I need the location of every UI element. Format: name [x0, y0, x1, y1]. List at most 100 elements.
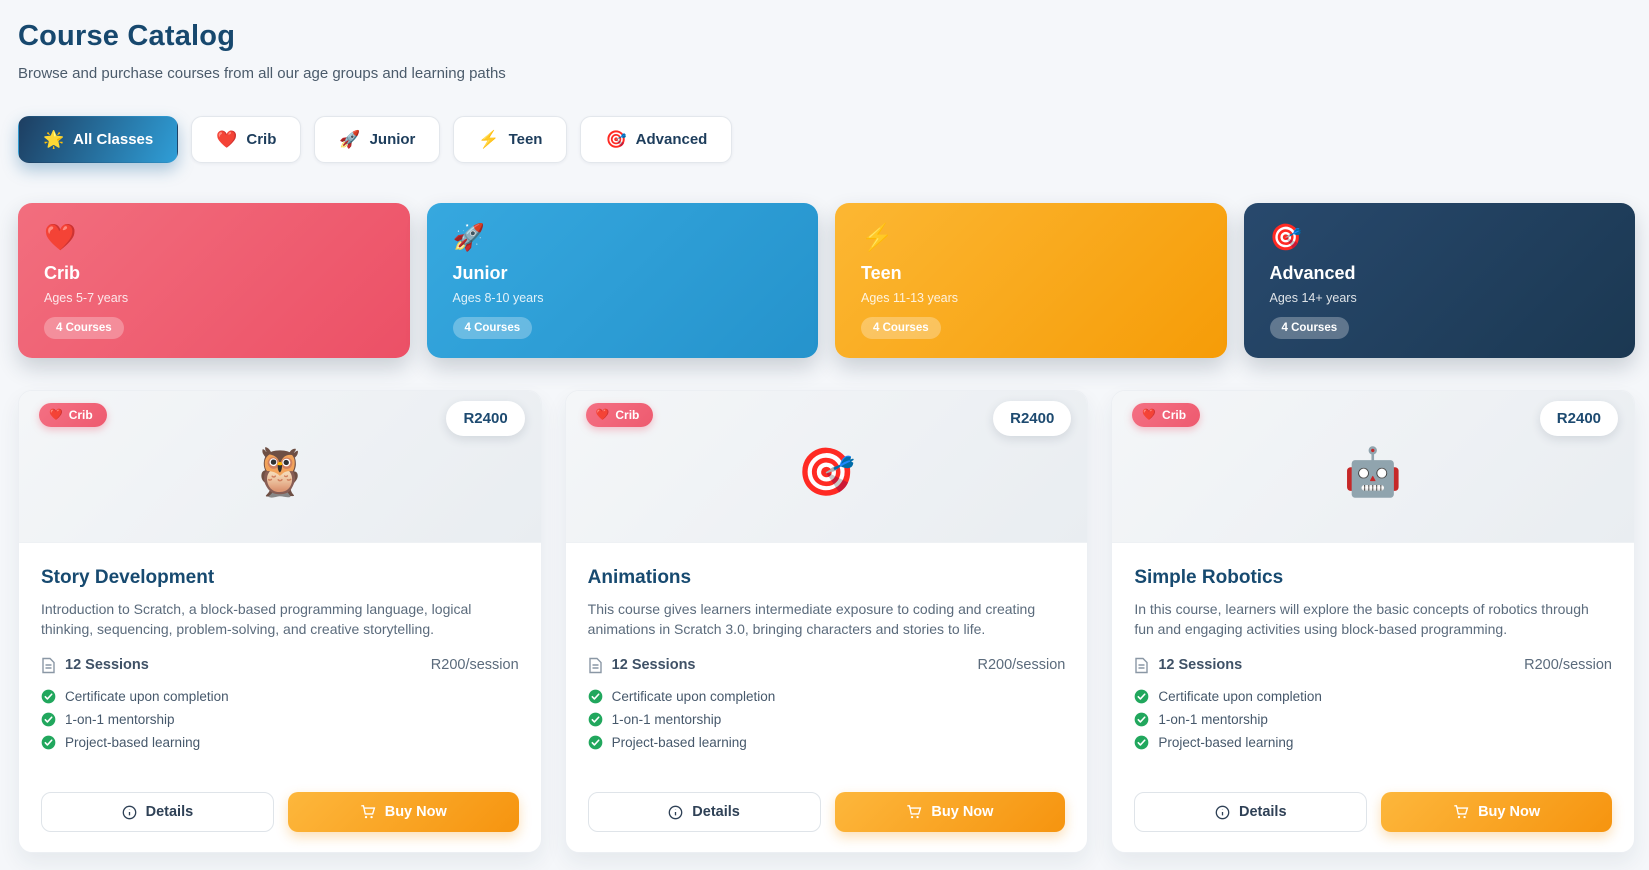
session-rate: R200/session	[1524, 657, 1612, 674]
filter-button[interactable]: ❤️ Crib	[191, 116, 302, 163]
heart-icon: ❤️	[595, 408, 610, 421]
course-card-header: ❤️ Crib R2400 🎯	[565, 391, 1088, 543]
category-name: Junior	[452, 263, 508, 283]
feature-item: 1-on-1 mentorship	[41, 712, 519, 727]
price-badge: R2400	[993, 401, 1072, 436]
sessions-count: 12 Sessions	[1134, 657, 1242, 674]
info-icon	[122, 805, 136, 819]
lightning-icon: ⚡	[478, 130, 500, 149]
course-count-badge: 4 Courses	[1269, 317, 1350, 339]
course-description: This course gives learners intermediate …	[587, 601, 1036, 637]
document-icon	[42, 657, 55, 673]
page-subtitle: Browse and purchase courses from all our…	[18, 65, 506, 82]
sessions-row: 12 Sessions R200/session	[588, 657, 1066, 674]
cart-icon	[361, 805, 376, 819]
check-icon	[588, 712, 602, 727]
target-icon: 🎯	[1269, 222, 1302, 252]
category-name: Advanced	[1269, 263, 1356, 283]
course-title: Animations	[587, 567, 692, 588]
category-name: Teen	[861, 263, 902, 283]
feature-list: Certificate upon completion 1-on-1 mento…	[41, 689, 519, 750]
buy-now-button[interactable]: Buy Now	[834, 792, 1066, 832]
feature-list: Certificate upon completion 1-on-1 mento…	[588, 689, 1066, 750]
course-card: ❤️ Crib R2400 🎯 Animations This course g…	[564, 390, 1089, 853]
sessions-count: 12 Sessions	[588, 657, 695, 674]
price-badge: R2400	[446, 401, 525, 436]
category-card[interactable]: 🎯 Advanced Ages 14+ years 4 Courses	[1243, 203, 1635, 358]
details-button[interactable]: Details	[41, 792, 274, 832]
filter-button[interactable]: ⚡ Teen	[453, 116, 568, 163]
target-icon: 🎯	[797, 445, 856, 498]
filter-button[interactable]: 🌟 All Classes	[18, 116, 179, 163]
star-icon: 🌟	[43, 130, 65, 149]
heart-icon: ❤️	[44, 222, 77, 252]
cart-icon	[1454, 805, 1469, 819]
feature-list: Certificate upon completion 1-on-1 mento…	[1134, 689, 1612, 750]
check-icon	[588, 735, 602, 750]
feature-item: Project-based learning	[588, 735, 1066, 750]
filter-button[interactable]: 🚀 Junior	[314, 116, 441, 163]
course-count-badge: 4 Courses	[44, 317, 124, 339]
feature-item: 1-on-1 mentorship	[588, 712, 1066, 727]
sessions-count: 12 Sessions	[41, 657, 149, 674]
feature-item: Project-based learning	[41, 735, 519, 750]
course-card-body: Animations This course gives learners in…	[566, 543, 1088, 852]
heart-icon: ❤️	[49, 408, 63, 421]
filter-bar: 🌟 All Classes ❤️ Crib 🚀 Junior ⚡ Teen 🎯 …	[18, 116, 1635, 163]
details-button[interactable]: Details	[1134, 792, 1368, 832]
course-card-body: Story Development Introduction to Scratc…	[19, 543, 541, 852]
document-icon	[1135, 657, 1149, 673]
course-count-badge: 4 Courses	[861, 317, 941, 339]
category-card[interactable]: ❤️ Crib Ages 5-7 years 4 Courses	[18, 203, 410, 358]
target-icon: 🎯	[605, 130, 627, 149]
category-badge: ❤️ Crib	[1132, 403, 1201, 427]
check-icon	[41, 735, 56, 750]
buy-now-button[interactable]: Buy Now	[287, 792, 519, 832]
check-icon	[588, 689, 602, 704]
owl-icon: 🦉	[250, 445, 310, 498]
feature-item: Certificate upon completion	[41, 689, 519, 704]
filter-button[interactable]: 🎯 Advanced	[580, 116, 733, 163]
check-icon	[41, 712, 56, 727]
category-name: Crib	[44, 263, 80, 283]
course-title: Simple Robotics	[1134, 567, 1284, 588]
category-ages: Ages 5-7 years	[44, 291, 129, 305]
course-count-badge: 4 Courses	[452, 317, 533, 339]
rocket-icon: 🚀	[452, 222, 485, 252]
category-ages: Ages 8-10 years	[452, 291, 544, 305]
price-badge: R2400	[1539, 401, 1618, 436]
category-badge: ❤️ Crib	[39, 403, 107, 427]
heart-icon: ❤️	[216, 130, 238, 149]
check-icon	[41, 689, 56, 704]
category-card[interactable]: ⚡ Teen Ages 11-13 years 4 Courses	[835, 203, 1227, 358]
category-ages: Ages 14+ years	[1269, 291, 1357, 305]
course-card-header: ❤️ Crib R2400 🤖	[1112, 391, 1634, 543]
sessions-row: 12 Sessions R200/session	[41, 657, 519, 674]
course-title: Story Development	[41, 567, 215, 588]
cart-icon	[907, 805, 922, 819]
category-ages: Ages 11-13 years	[861, 291, 959, 305]
course-card: ❤️ Crib R2400 🦉 Story Development Introd…	[18, 390, 542, 853]
course-description: Introduction to Scratch, a block-based p…	[41, 601, 472, 637]
feature-item: 1-on-1 mentorship	[1134, 712, 1612, 727]
details-button[interactable]: Details	[587, 792, 821, 832]
session-rate: R200/session	[430, 657, 519, 674]
course-description: In this course, learners will explore th…	[1134, 601, 1589, 637]
check-icon	[1134, 735, 1149, 750]
course-actions: Details Buy Now	[587, 792, 1066, 832]
sessions-row: 12 Sessions R200/session	[1134, 657, 1612, 674]
robot-icon: 🤖	[1343, 445, 1403, 498]
course-actions: Details Buy Now	[41, 792, 519, 832]
feature-item: Certificate upon completion	[1134, 689, 1612, 704]
course-card-header: ❤️ Crib R2400 🦉	[19, 391, 541, 543]
course-actions: Details Buy Now	[1134, 792, 1613, 832]
course-card-body: Simple Robotics In this course, learners…	[1112, 543, 1634, 852]
category-card[interactable]: 🚀 Junior Ages 8-10 years 4 Courses	[426, 203, 818, 358]
document-icon	[588, 657, 602, 673]
category-grid: ❤️ Crib Ages 5-7 years 4 Courses 🚀 Junio…	[18, 203, 1635, 358]
session-rate: R200/session	[977, 657, 1066, 674]
buy-now-button[interactable]: Buy Now	[1381, 792, 1613, 832]
feature-item: Certificate upon completion	[588, 689, 1066, 704]
check-icon	[1134, 689, 1149, 704]
